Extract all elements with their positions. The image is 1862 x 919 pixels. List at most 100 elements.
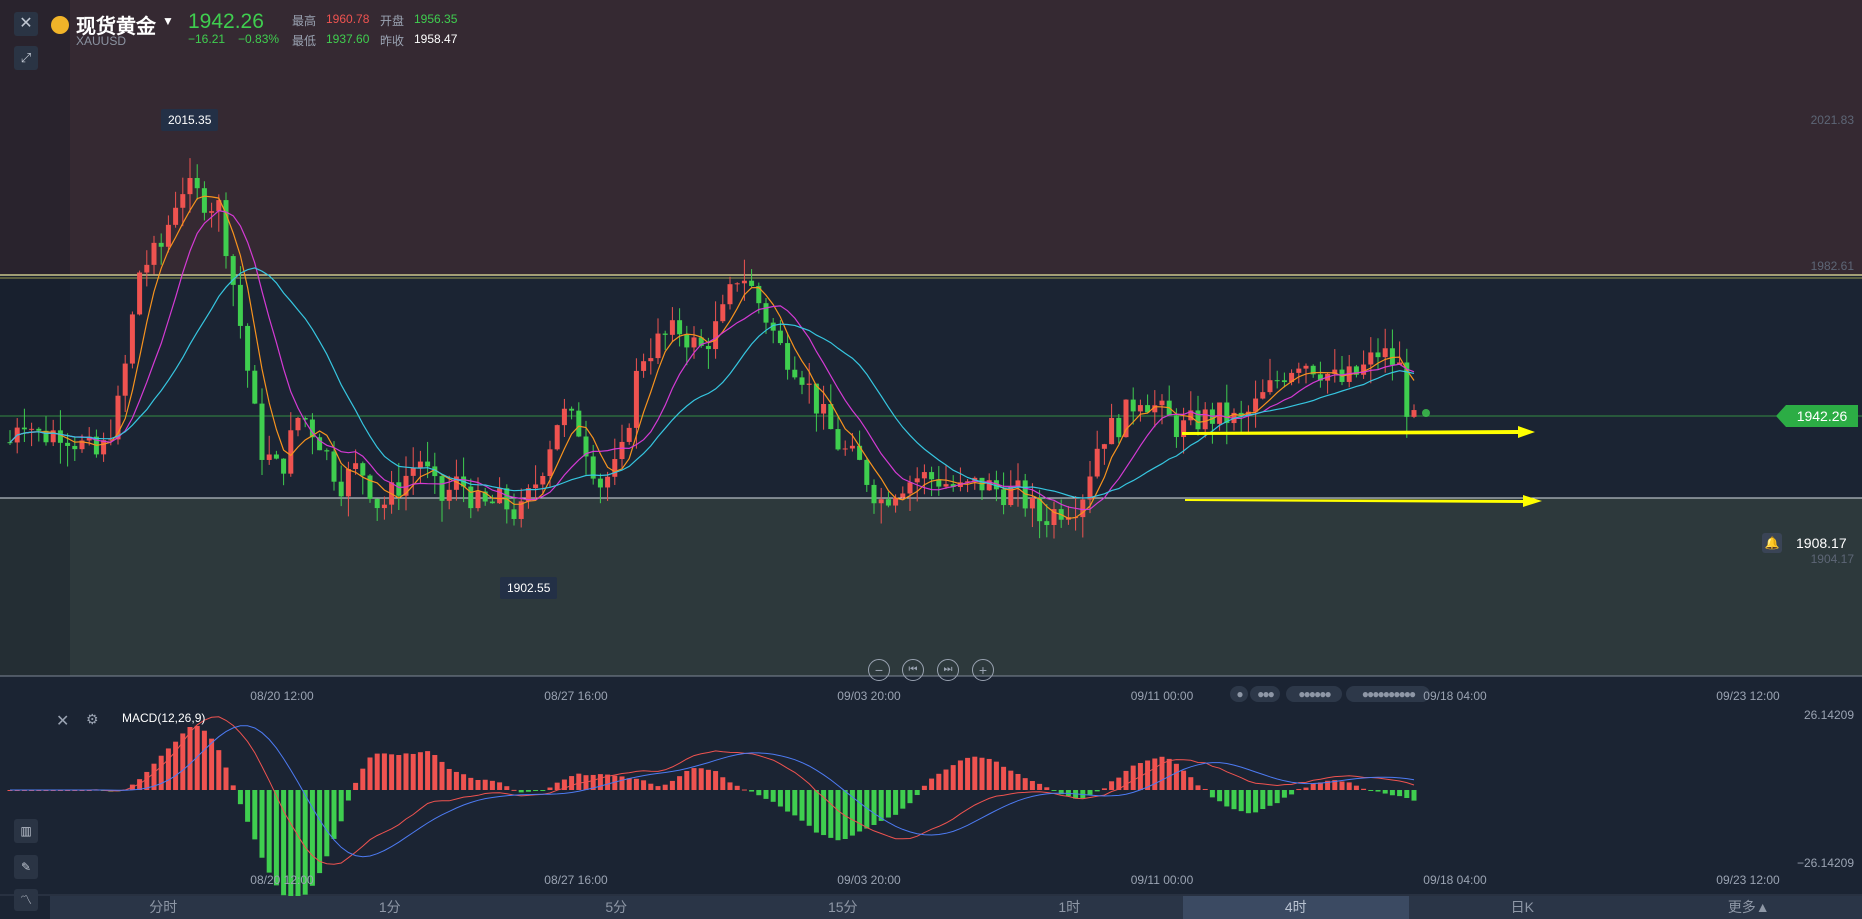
- range-pager-2[interactable]: ●●●: [1250, 686, 1280, 702]
- macd-bar: [281, 790, 287, 896]
- expand-icon[interactable]: ⤢: [14, 46, 38, 70]
- candle-body: [727, 284, 733, 305]
- macd-bar: [691, 768, 697, 790]
- macd-bar: [1209, 790, 1215, 798]
- quote-label-high: 最高: [292, 14, 317, 28]
- candle-body: [626, 427, 632, 442]
- candle-type-icon[interactable]: ▥: [14, 819, 38, 843]
- candle-body: [439, 476, 445, 501]
- candle-body: [662, 333, 668, 335]
- macd-bar: [302, 790, 308, 895]
- candle-body: [158, 242, 164, 247]
- macd-bar: [489, 780, 495, 790]
- candle-body: [533, 484, 539, 489]
- close-chart-button[interactable]: ✕: [14, 12, 38, 36]
- candle-body: [57, 430, 63, 443]
- macd-bar: [410, 753, 416, 790]
- tab-timeshare[interactable]: 分时: [149, 899, 178, 915]
- candle-body: [813, 383, 819, 414]
- macd-bar: [1317, 782, 1323, 790]
- macd-bar: [1346, 782, 1352, 790]
- candle-body: [43, 430, 49, 443]
- macd-bar: [144, 771, 150, 790]
- candle-body: [489, 501, 495, 504]
- candle-body: [770, 322, 776, 331]
- candle-body: [835, 429, 841, 450]
- candle-body: [583, 436, 589, 457]
- macd-bar: [309, 790, 315, 886]
- macd-bar: [806, 790, 812, 826]
- macd-bar: [669, 780, 675, 790]
- trend-arrow-upper: [1182, 426, 1535, 438]
- tab-4hour[interactable]: 4时: [1182, 896, 1409, 919]
- range-pager-4[interactable]: ●●●●●●●●●●: [1346, 686, 1430, 702]
- scroll-left-button[interactable]: ⏮: [902, 659, 924, 681]
- macd-bar: [648, 783, 654, 790]
- moving-average-lines: [9, 195, 1415, 520]
- zoom-out-button[interactable]: −: [868, 659, 890, 681]
- chevron-down-icon[interactable]: ▼: [162, 14, 174, 28]
- macd-bar: [245, 790, 251, 822]
- candle-body: [720, 304, 726, 322]
- macd-bar: [1296, 789, 1302, 791]
- candle-body: [965, 481, 971, 483]
- macd-series: [7, 716, 1417, 898]
- draw-line-icon[interactable]: ✎: [14, 855, 38, 879]
- candle-body: [684, 334, 690, 348]
- range-pager-1[interactable]: ●: [1230, 686, 1248, 702]
- indicator-icon[interactable]: 〽: [14, 889, 38, 911]
- candle-body: [223, 200, 229, 257]
- candle-body: [475, 491, 481, 509]
- candle-body: [1217, 402, 1223, 424]
- tab-1min[interactable]: 1分: [378, 899, 401, 915]
- macd-bar: [1173, 763, 1179, 790]
- candle-body: [1159, 400, 1165, 406]
- macd-bar: [1231, 790, 1237, 810]
- macd-bar: [655, 786, 661, 790]
- candle-body: [1238, 412, 1244, 416]
- gear-icon[interactable]: ⚙: [86, 711, 99, 727]
- quote-label-prev-close: 昨收: [380, 34, 405, 48]
- macd-bar: [1116, 777, 1122, 790]
- macd-bar: [626, 778, 632, 790]
- zoom-in-button[interactable]: +: [972, 659, 994, 681]
- candle-body: [1253, 398, 1259, 412]
- macd-bar: [338, 790, 344, 822]
- candle-body: [1317, 374, 1323, 381]
- close-macd-icon[interactable]: ✕: [56, 713, 70, 730]
- tab-daily[interactable]: 日K: [1510, 899, 1534, 915]
- macd-bar: [1058, 790, 1064, 795]
- candle-body: [929, 472, 935, 480]
- price-alarm[interactable]: 🔔 1908.17: [1762, 532, 1858, 554]
- tab-5min[interactable]: 5分: [605, 899, 628, 915]
- bell-icon[interactable]: 🔔: [1762, 533, 1782, 553]
- candle-body: [698, 337, 704, 346]
- symbol-name[interactable]: 现货黄金: [76, 16, 156, 38]
- candle-body: [691, 337, 697, 348]
- macd-bar: [907, 790, 913, 804]
- candle-body: [569, 408, 575, 411]
- tab-more[interactable]: 更多▲: [1727, 899, 1770, 915]
- macd-bar: [741, 789, 747, 791]
- macd-bar: [1094, 790, 1100, 792]
- range-pager-3[interactable]: ●●●●●●: [1286, 686, 1342, 702]
- candle-body: [1389, 348, 1395, 365]
- macd-bar: [266, 790, 272, 873]
- macd-bar: [857, 790, 863, 832]
- macd-bar: [929, 778, 935, 790]
- tab-15min[interactable]: 15分: [827, 899, 858, 915]
- macd-bar: [590, 774, 596, 790]
- candle-body: [252, 370, 258, 404]
- scroll-right-button[interactable]: ⏭: [937, 659, 959, 681]
- tab-1hour[interactable]: 1时: [1058, 899, 1081, 915]
- macd-bar: [425, 751, 431, 790]
- candle-body: [1375, 352, 1381, 358]
- support-zone: [0, 498, 1862, 676]
- candle-body: [1145, 405, 1151, 413]
- alarm-value: 1908.17: [1796, 535, 1847, 551]
- macd-bar: [777, 790, 783, 807]
- candle-body: [677, 320, 683, 335]
- candle-body: [338, 481, 344, 497]
- macd-bar: [828, 790, 834, 838]
